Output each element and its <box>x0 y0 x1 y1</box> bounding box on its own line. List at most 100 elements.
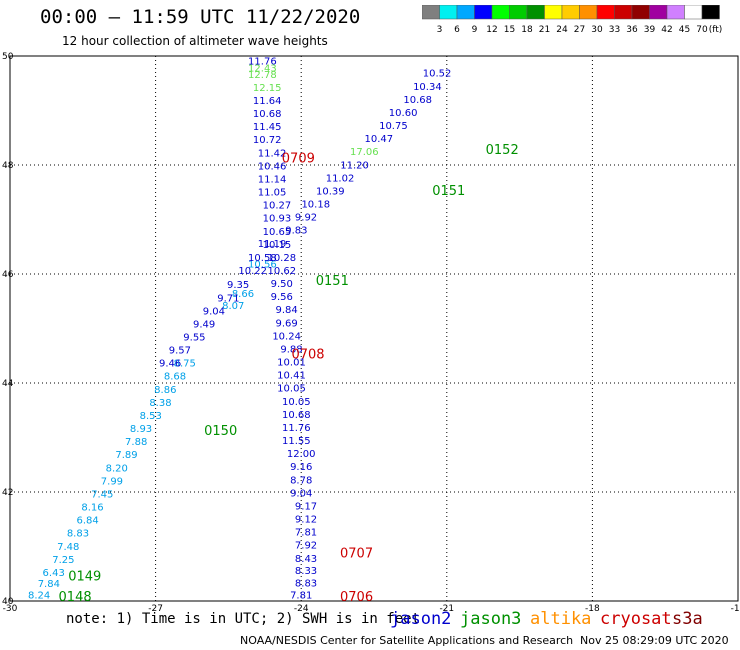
wave-height-value: 8.38 <box>149 398 171 409</box>
wave-height-value: 9.71 <box>217 293 239 304</box>
wave-height-value: 10.34 <box>413 82 442 93</box>
colorbar-label: 24 <box>556 25 568 35</box>
wave-height-map: -30-27-24-21-18-154042444648507.818.838.… <box>2 52 740 614</box>
wave-height-value: 11.42 <box>258 148 287 159</box>
wave-height-value: 8.86 <box>154 385 176 396</box>
wave-height-value: 10.05 <box>277 384 306 395</box>
wave-height-value: 11.02 <box>326 173 355 184</box>
wave-height-value: 8.68 <box>164 372 186 383</box>
wave-height-value: 10.72 <box>253 135 282 146</box>
wave-height-value: 6.43 <box>43 568 65 579</box>
wave-height-value: 10.27 <box>263 201 292 212</box>
wave-height-value: 8.93 <box>130 424 152 435</box>
colorbar-label: 3 <box>437 25 443 35</box>
colorbar-label: 33 <box>609 25 620 35</box>
wave-height-value: 10.58 <box>248 253 277 264</box>
generated-timestamp: Nov 25 08:29:09 UTC 2020 <box>580 634 729 647</box>
wave-height-value: 9.83 <box>285 226 307 237</box>
plot-frame <box>9 55 739 602</box>
wave-height-value: 10.41 <box>277 371 306 382</box>
mission-s3a: s3a <box>672 609 703 629</box>
wave-height-value: 7.88 <box>125 437 147 448</box>
wave-height-value: 10.15 <box>263 240 292 251</box>
colorbar-label: 9 <box>472 25 478 35</box>
wave-height-value: 11.14 <box>258 174 287 185</box>
wave-height-value: 12.43 <box>248 63 277 74</box>
wave-height-value: 8.78 <box>290 475 312 486</box>
wave-height-value: 10.01 <box>277 358 306 369</box>
wave-height-value: 8.75 <box>174 359 196 370</box>
colorbar-label: 39 <box>644 25 656 35</box>
wave-height-value: 9.84 <box>276 305 298 316</box>
footer-note: note: 1) Time is in UTC; 2) SWH is in fe… <box>66 611 421 627</box>
y-tick-label: 48 <box>2 161 14 171</box>
wave-height-value: 8.16 <box>81 503 103 514</box>
wave-height-value: 10.18 <box>301 200 330 211</box>
wave-height-value: 9.88 <box>280 344 302 355</box>
wave-height-value: 9.57 <box>169 346 191 357</box>
wave-height-value: 9.12 <box>295 515 317 526</box>
wave-height-value: 11.55 <box>282 436 311 447</box>
x-tick-label: -24 <box>294 604 309 614</box>
wave-height-value: 7.45 <box>91 489 113 500</box>
y-tick-label: 40 <box>2 597 14 607</box>
wave-height-value: 8.24 <box>28 590 50 601</box>
pass-number-label: 0151 <box>432 184 465 199</box>
wave-height-value: 7.89 <box>115 450 137 461</box>
mission-cryosat: cryosat <box>600 609 672 629</box>
wave-height-value: 8.53 <box>140 411 162 422</box>
colorbar-label: 6 <box>454 25 460 35</box>
wave-height-value: 10.05 <box>282 397 311 408</box>
wave-height-value: 11.64 <box>253 96 282 107</box>
y-tick-label: 46 <box>2 270 14 280</box>
wave-height-value: 11.76 <box>248 57 277 68</box>
wave-height-value: 9.55 <box>183 332 205 343</box>
wave-height-value: 9.35 <box>227 280 249 291</box>
wave-height-value: 8.83 <box>295 578 317 589</box>
wave-height-value: 10.22 <box>238 266 267 277</box>
wave-height-value: 8.83 <box>67 529 89 540</box>
wave-height-value: 7.99 <box>101 476 123 487</box>
wave-height-value: 11.45 <box>253 122 282 133</box>
y-tick-label: 42 <box>2 488 13 498</box>
wave-height-value: 9.56 <box>271 292 293 303</box>
pass-number-label: 0149 <box>68 569 101 584</box>
colorbar-label: 21 <box>539 25 550 35</box>
wave-height-value: 7.84 <box>38 579 60 590</box>
wave-height-value: 10.62 <box>267 266 296 277</box>
wave-height-value: 7.92 <box>295 541 317 552</box>
wave-height-value: 10.68 <box>253 109 282 120</box>
wave-height-value: 8.07 <box>222 301 244 312</box>
colorbar-label: 18 <box>521 25 533 35</box>
credit-line: NOAA/NESDIS Center for Satellite Applica… <box>240 634 574 647</box>
wave-height-value: 11.76 <box>282 423 311 434</box>
x-tick-label: -18 <box>585 604 600 614</box>
wave-height-value: 7.81 <box>290 590 312 601</box>
mission-jason2: jason2 <box>390 609 452 629</box>
wave-height-value: 10.60 <box>389 108 418 119</box>
colorbar-label: 70 <box>696 25 708 35</box>
colorbar-label: 30 <box>591 25 603 35</box>
wave-height-value: 8.20 <box>106 463 128 474</box>
wave-height-value: 12.78 <box>248 70 277 81</box>
colorbar-label: 27 <box>574 25 585 35</box>
wave-height-value: 10.65 <box>263 227 292 238</box>
wave-height-value: 10.28 <box>267 253 296 264</box>
colorbar-label: 15 <box>504 25 515 35</box>
wave-height-value: 9.04 <box>290 488 312 499</box>
x-tick-label: -15 <box>731 604 740 614</box>
wave-height-value: 10.56 <box>248 259 277 270</box>
wave-height-value: 12.00 <box>287 449 316 460</box>
colorbar-unit: (ft) <box>709 25 723 35</box>
wave-height-value: 9.46 <box>159 359 181 370</box>
wave-height-value: 11.05 <box>258 188 287 199</box>
wave-height-value: 7.25 <box>52 555 74 566</box>
wave-height-value: 11.20 <box>340 160 369 171</box>
pass-number-label: 0148 <box>59 590 92 605</box>
wave-height-value: 12.15 <box>253 83 282 94</box>
wave-height-value: 7.81 <box>295 528 317 539</box>
color-scale-legend: 3 6 9 12 15 18 21 24 27 30 33 36 39 42 45 70 (ft) <box>422 5 723 35</box>
colorbar-label: 45 <box>679 25 690 35</box>
pass-number-label: 0706 <box>340 590 373 605</box>
wave-height-value: 7.48 <box>57 542 79 553</box>
